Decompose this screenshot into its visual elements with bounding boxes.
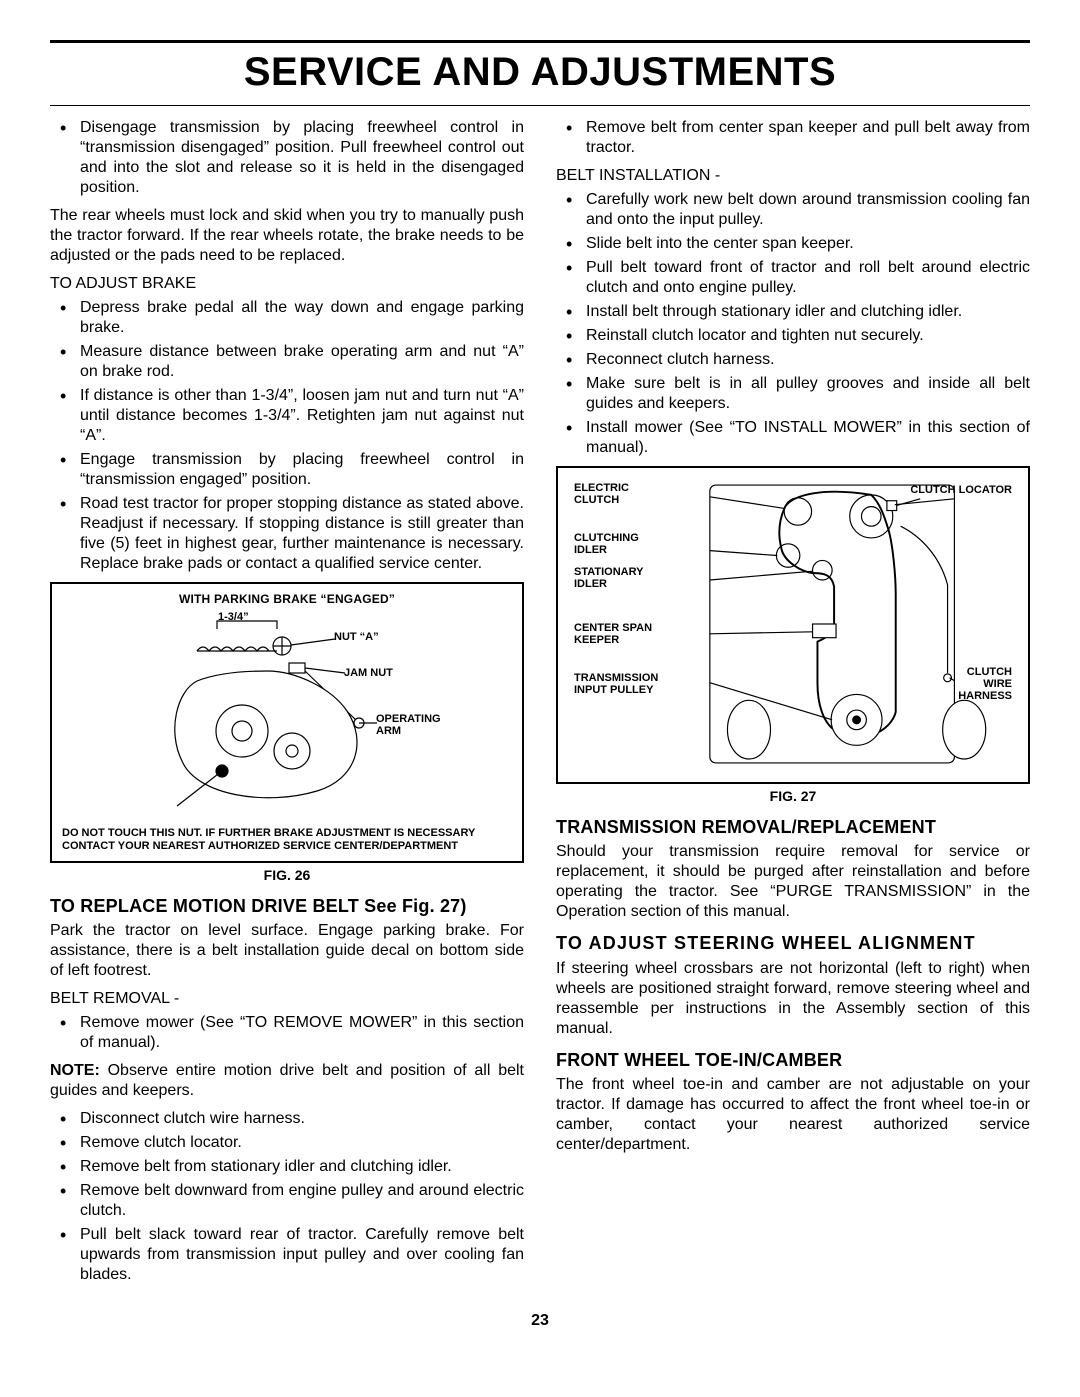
fig26-label-jam-nut: JAM NUT: [344, 667, 393, 679]
adjust-brake-bullets: Depress brake pedal all the way down and…: [50, 298, 524, 574]
page-number: 23: [50, 1311, 1030, 1331]
list-item: Slide belt into the center span keeper.: [556, 234, 1030, 254]
figure-26-warning: DO NOT TOUCH THIS NUT. IF FURTHER BRAKE …: [62, 827, 512, 853]
belt-removal-heading: BELT REMOVAL -: [50, 989, 524, 1009]
note-prefix: NOTE:: [50, 1062, 100, 1079]
belt-removal-bullets: Disconnect clutch wire harness. Remove c…: [50, 1109, 524, 1285]
toe-in-paragraph: The front wheel toe-in and camber are no…: [556, 1075, 1030, 1155]
list-item: Remove belt from stationary idler and cl…: [50, 1157, 524, 1177]
intro-paragraph: The rear wheels must lock and skid when …: [50, 206, 524, 266]
figure-26-title: WITH PARKING BRAKE “ENGAGED”: [62, 592, 512, 607]
fig27-label-clutch2: CLUTCH: [967, 666, 1012, 678]
transmission-heading: TRANSMISSION REMOVAL/REPLACEMENT: [556, 816, 1030, 839]
figure-26-svg: [62, 611, 512, 821]
list-item: Engage transmission by placing freewheel…: [50, 450, 524, 490]
page-title: SERVICE AND ADJUSTMENTS: [50, 47, 1030, 97]
fig26-label-nut-a: NUT “A”: [334, 631, 379, 643]
fig27-label-transmission: TRANSMISSION: [574, 672, 658, 684]
list-item: Install belt through stationary idler an…: [556, 302, 1030, 322]
list-item: Remove clutch locator.: [50, 1133, 524, 1153]
two-column-layout: Disengage transmission by placing freewh…: [50, 114, 1030, 1293]
list-item: Reinstall clutch locator and tighten nut…: [556, 326, 1030, 346]
fig27-label-clutch: CLUTCH: [574, 494, 619, 506]
right-top-bullets: Remove belt from center span keeper and …: [556, 118, 1030, 158]
list-item: Measure distance between brake operating…: [50, 342, 524, 382]
fig27-label-idler1: IDLER: [574, 544, 607, 556]
top-rule-thin: [50, 105, 1030, 106]
list-item: Pull belt slack toward rear of tractor. …: [50, 1225, 524, 1285]
list-item: Remove belt from center span keeper and …: [556, 118, 1030, 158]
fig26-label-operating: OPERATING: [376, 713, 441, 725]
list-item: If distance is other than 1-3/4”, loosen…: [50, 386, 524, 446]
list-item: Road test tractor for proper stopping di…: [50, 494, 524, 574]
list-item: Reconnect clutch harness.: [556, 350, 1030, 370]
list-item: Depress brake pedal all the way down and…: [50, 298, 524, 338]
figure-27-diagram: ELECTRIC CLUTCH CLUTCHING IDLER STATIONA…: [568, 474, 1018, 774]
list-item: Disengage transmission by placing freewh…: [50, 118, 524, 198]
belt-removal-note: NOTE: Observe entire motion drive belt a…: [50, 1061, 524, 1101]
fig26-label-arm: ARM: [376, 725, 401, 737]
fig27-label-stationary: STATIONARY: [574, 566, 643, 578]
list-item: Install mower (See “TO INSTALL MOWER” in…: [556, 418, 1030, 458]
fig27-label-harness: HARNESS: [958, 690, 1012, 702]
fig27-label-electric: ELECTRIC: [574, 482, 629, 494]
transmission-paragraph: Should your transmission require removal…: [556, 842, 1030, 922]
fig27-label-inputpulley: INPUT PULLEY: [574, 684, 653, 696]
fig27-label-clutchlocator: CLUTCH LOCATOR: [910, 484, 1012, 496]
list-item: Remove mower (See “TO REMOVE MOWER” in t…: [50, 1013, 524, 1053]
steering-heading: TO ADJUST STEERING WHEEL ALIGNMENT: [556, 932, 1030, 955]
right-column: Remove belt from center span keeper and …: [556, 114, 1030, 1293]
intro-bullets: Disengage transmission by placing freewh…: [50, 118, 524, 198]
belt-install-bullets: Carefully work new belt down around tran…: [556, 190, 1030, 458]
figure-26-box: WITH PARKING BRAKE “ENGAGED”: [50, 582, 524, 863]
fig27-label-idler2: IDLER: [574, 578, 607, 590]
belt-install-heading: BELT INSTALLATION -: [556, 166, 1030, 186]
fig27-label-centerspan: CENTER SPAN: [574, 622, 652, 634]
figure-26-diagram: 1-3/4” NUT “A” JAM NUT OPERATING ARM: [62, 611, 512, 821]
list-item: Pull belt toward front of tractor and ro…: [556, 258, 1030, 298]
left-column: Disengage transmission by placing freewh…: [50, 114, 524, 1293]
replace-belt-heading: TO REPLACE MOTION DRIVE BELT See Fig. 27…: [50, 895, 524, 918]
fig26-label-dimension: 1-3/4”: [218, 611, 249, 623]
figure-26-caption: FIG. 26: [50, 867, 524, 885]
list-item: Disconnect clutch wire harness.: [50, 1109, 524, 1129]
adjust-brake-heading: TO ADJUST BRAKE: [50, 274, 524, 294]
note-text: Observe entire motion drive belt and pos…: [50, 1062, 524, 1099]
replace-belt-paragraph: Park the tractor on level surface. Engag…: [50, 921, 524, 981]
list-item: Make sure belt is in all pulley grooves …: [556, 374, 1030, 414]
fig27-label-wire: WIRE: [983, 678, 1012, 690]
list-item: Carefully work new belt down around tran…: [556, 190, 1030, 230]
belt-removal-first-bullet: Remove mower (See “TO REMOVE MOWER” in t…: [50, 1013, 524, 1053]
figure-27-box: ELECTRIC CLUTCH CLUTCHING IDLER STATIONA…: [556, 466, 1030, 784]
list-item: Remove belt downward from engine pulley …: [50, 1181, 524, 1221]
top-rule-thick: [50, 40, 1030, 43]
steering-paragraph: If steering wheel crossbars are not hori…: [556, 959, 1030, 1039]
fig27-label-keeper: KEEPER: [574, 634, 619, 646]
fig27-label-clutching: CLUTCHING: [574, 532, 639, 544]
toe-in-heading: FRONT WHEEL TOE-IN/CAMBER: [556, 1049, 1030, 1072]
figure-27-caption: FIG. 27: [556, 788, 1030, 806]
